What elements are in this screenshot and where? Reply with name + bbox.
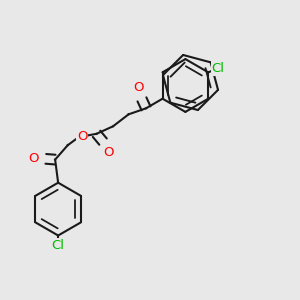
Text: O: O: [133, 81, 143, 94]
Text: O: O: [103, 146, 114, 159]
Text: O: O: [28, 152, 39, 165]
Text: Cl: Cl: [52, 238, 64, 252]
Text: O: O: [77, 130, 87, 143]
Text: Cl: Cl: [212, 62, 225, 75]
